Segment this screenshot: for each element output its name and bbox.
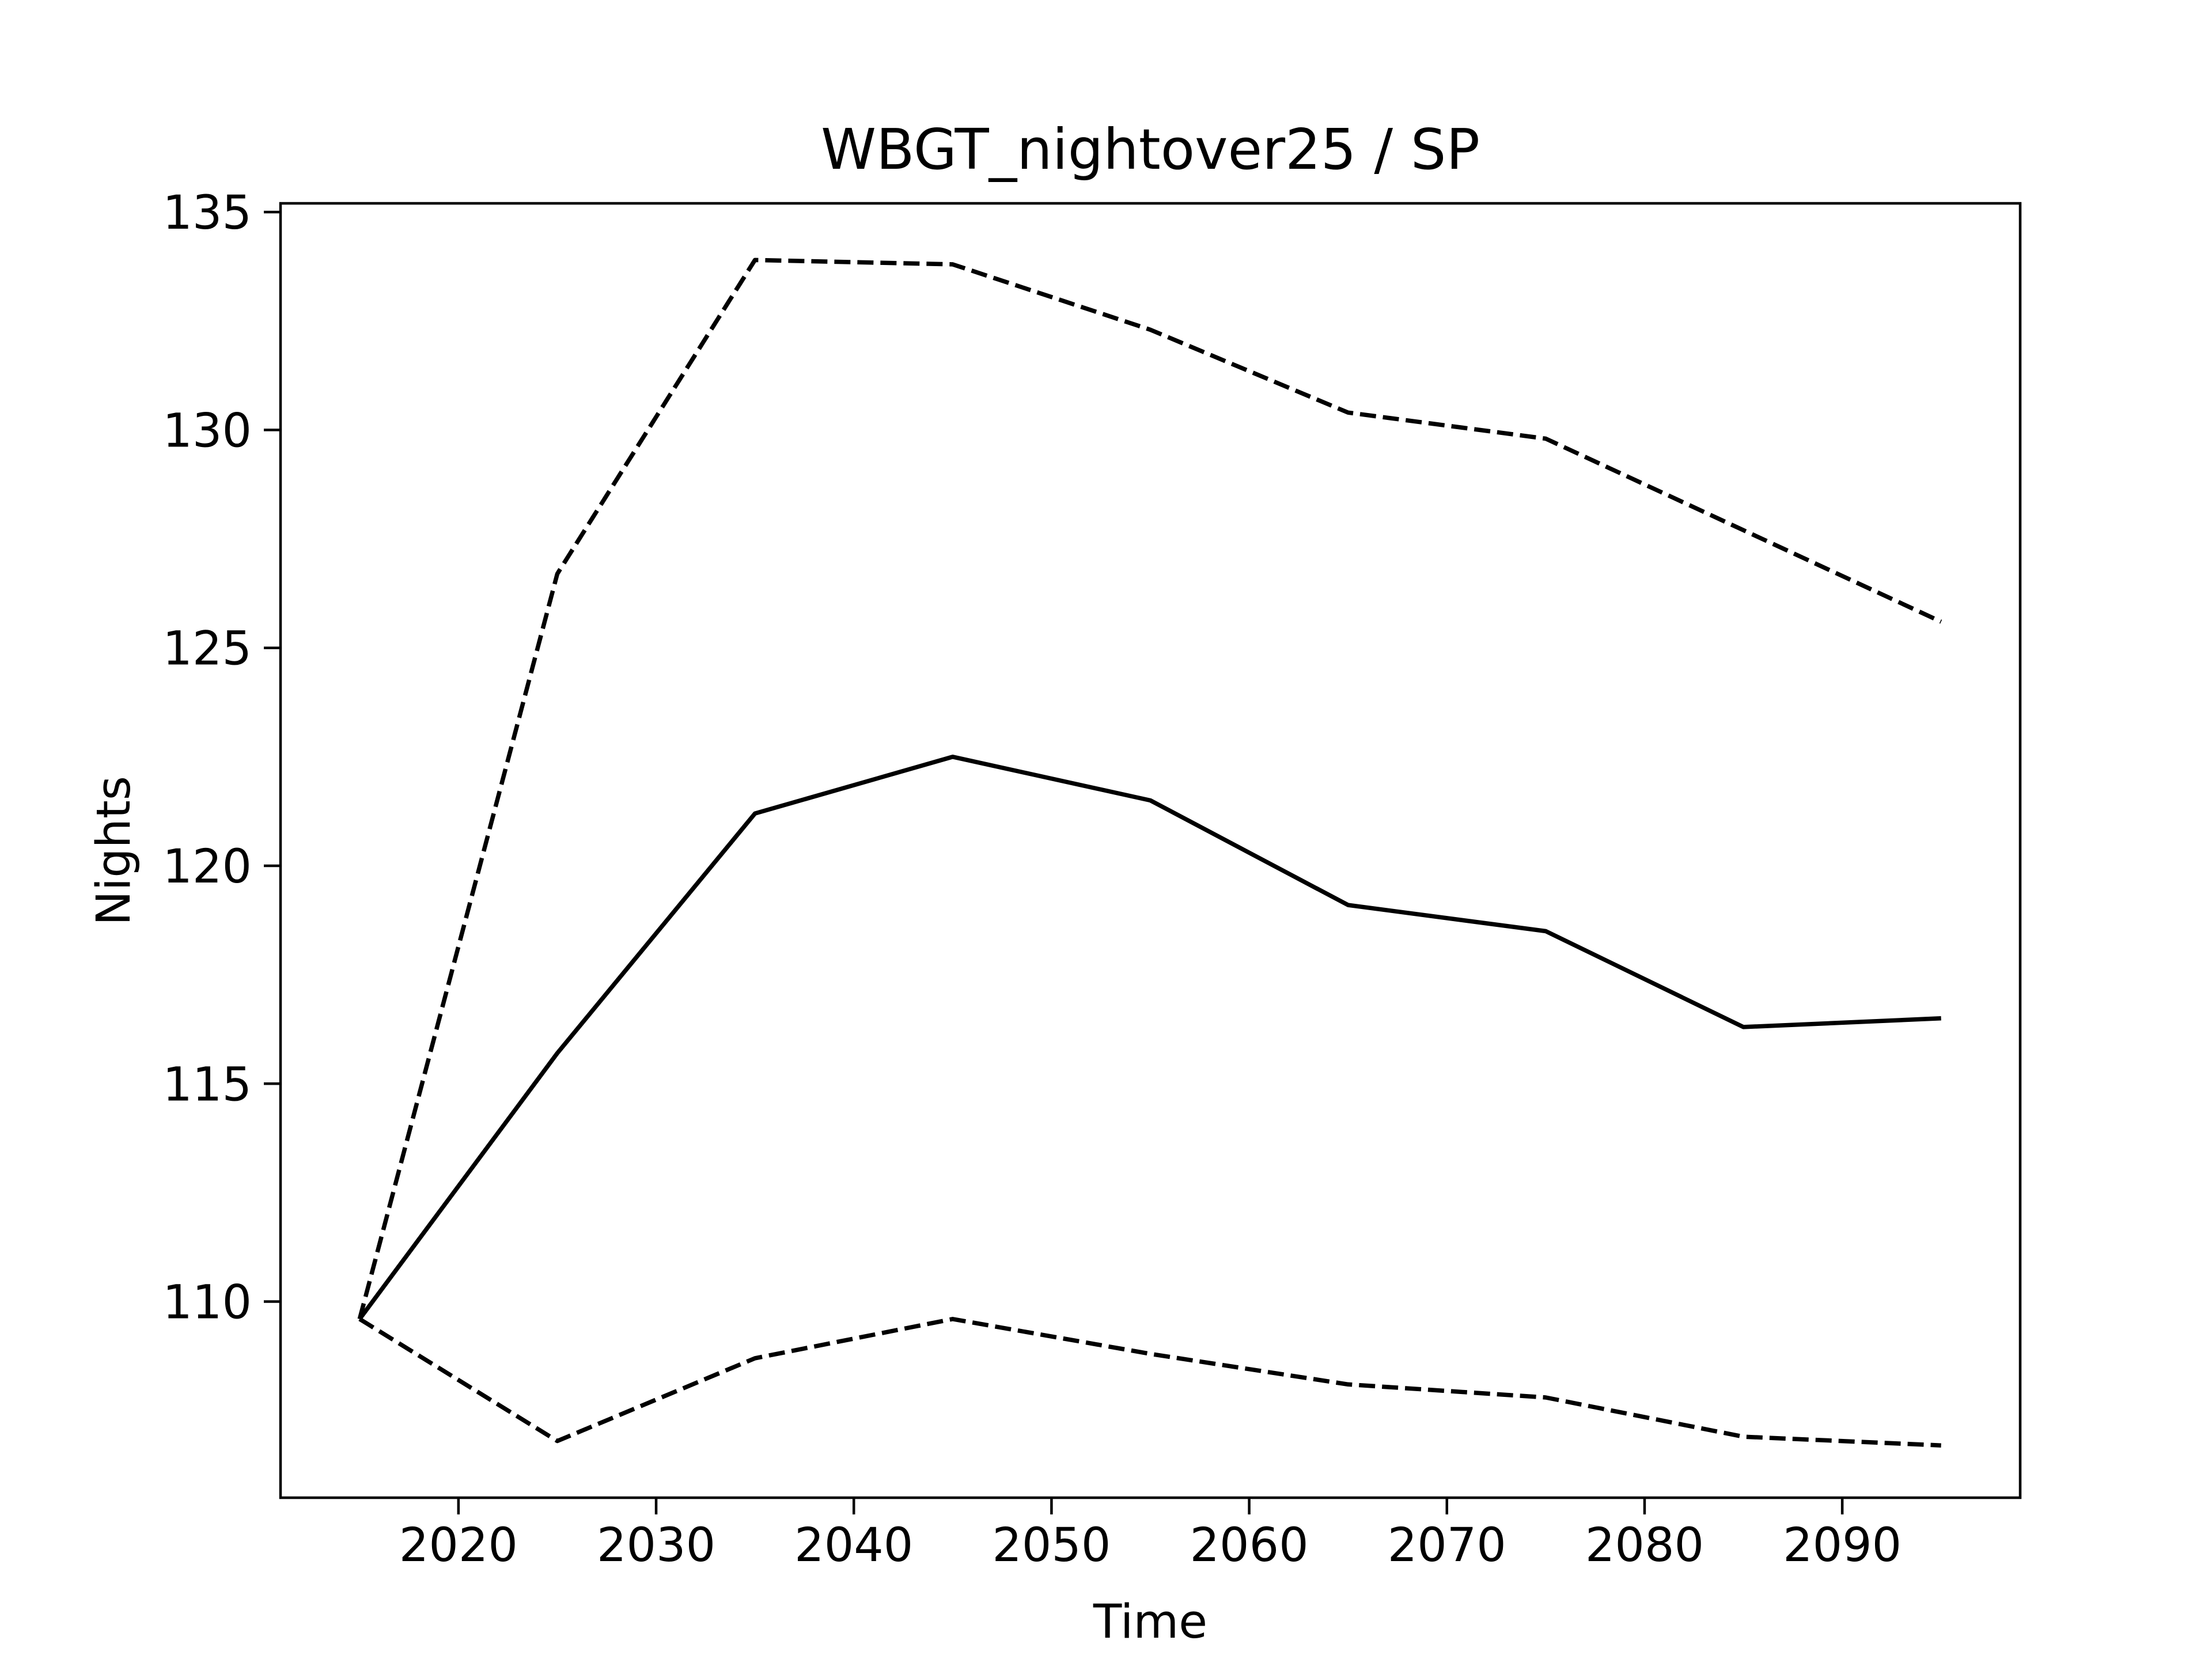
chart-title: WBGT_nightover25 / SP <box>821 117 1480 182</box>
y-axis-label: Nights <box>87 776 141 926</box>
plot-area-frame <box>279 202 2022 1499</box>
y-tick-label: 110 <box>162 1276 252 1330</box>
x-tick-label: 2030 <box>597 1518 715 1573</box>
x-axis-label: Time <box>1093 1595 1207 1649</box>
y-tick-label: 115 <box>162 1058 252 1112</box>
y-tick-label: 125 <box>162 622 252 676</box>
x-tick-label: 2040 <box>794 1518 913 1573</box>
y-tick-label: 135 <box>162 186 252 240</box>
x-axis: 2020 2030 2040 2050 2060 2070 2080 2090 <box>399 1498 1902 1573</box>
y-tick-label: 130 <box>162 404 252 458</box>
y-tick-label: 120 <box>162 840 252 894</box>
x-tick-label: 2050 <box>992 1518 1111 1573</box>
series-lower-dashed <box>358 1317 1941 1448</box>
x-tick-label: 2020 <box>399 1518 518 1573</box>
series-layer <box>357 257 1942 1448</box>
series-median-solid <box>358 755 1941 1321</box>
x-tick-label: 2090 <box>1783 1518 1902 1573</box>
y-axis: 110 115 120 125 130 135 <box>162 186 281 1330</box>
x-tick-label: 2060 <box>1190 1518 1309 1573</box>
x-tick-label: 2070 <box>1388 1518 1506 1573</box>
series-upper-dashed <box>357 257 1942 1320</box>
x-tick-label: 2080 <box>1585 1518 1704 1573</box>
